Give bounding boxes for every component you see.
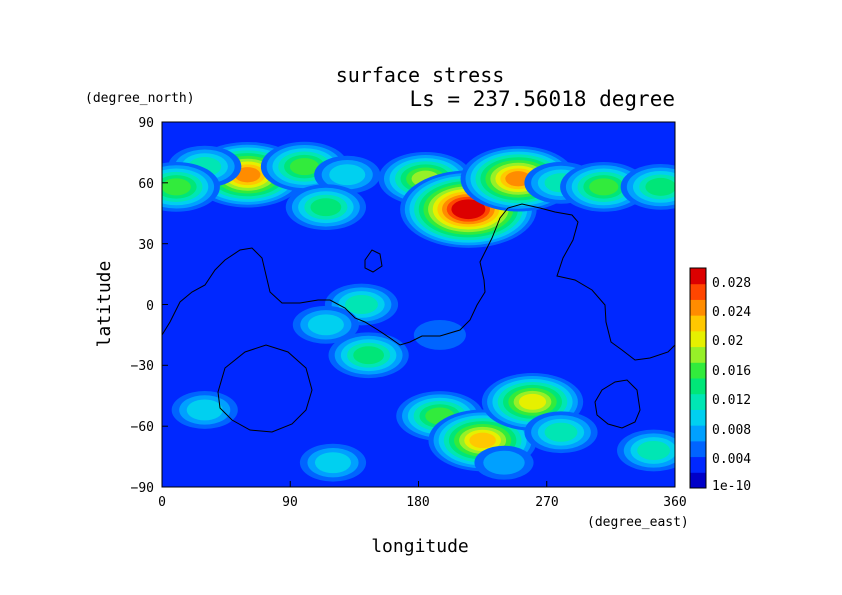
y-unit-label: (degree_north) [85, 91, 195, 106]
heatmap-contour [307, 314, 344, 336]
y-axis: 90 60 30 0 −30 −60 −90 latitude [94, 116, 168, 496]
y-tick-label: −90 [131, 481, 154, 496]
y-tick-label: 30 [138, 238, 154, 253]
colorbar-label: 0.028 [712, 276, 751, 291]
colorbar-label: 0.012 [712, 393, 751, 408]
chart-title: surface stress [336, 63, 505, 87]
x-tick-label: 90 [282, 495, 298, 510]
southern-landmass-east [594, 379, 641, 429]
colorbar [690, 268, 706, 489]
heatmap-contour [544, 422, 578, 442]
x-unit-label: (degree_east) [587, 515, 689, 530]
colorbar-label: 0.008 [712, 423, 751, 438]
x-tick-label: 270 [535, 495, 558, 510]
colorbar-cell [690, 330, 706, 348]
colorbar-cell [690, 393, 706, 410]
colorbar-cell [690, 299, 706, 316]
heatmap-contour [329, 164, 366, 186]
colorbar-cell [690, 315, 706, 332]
x-tick-label: 180 [406, 495, 429, 510]
southern-landmass-west [217, 344, 313, 433]
y-tick-label: 0 [146, 299, 154, 314]
heatmap-contour [518, 393, 547, 410]
x-tick-label: 360 [663, 495, 686, 510]
heatmap-contour [469, 432, 496, 449]
y-tick-label: 90 [138, 116, 154, 131]
chart-subtitle: Ls = 237.56018 degree [409, 87, 675, 111]
heatmap [162, 122, 675, 487]
colorbar-cell [690, 409, 706, 426]
colorbar-cell [690, 456, 706, 473]
colorbar-cell [690, 378, 706, 395]
heatmap-contour [589, 178, 619, 196]
heatmap-contour [637, 440, 671, 461]
colorbar-labels: 0.028 0.024 0.02 0.016 0.012 0.008 0.004… [712, 276, 751, 494]
heatmap-contour [483, 450, 525, 475]
heatmap-contour [186, 399, 223, 421]
heatmap-contour [413, 319, 466, 350]
heatmap-contour [645, 177, 675, 196]
colorbar-cell [690, 472, 706, 489]
colorbar-frame [689, 267, 707, 489]
x-axis: 0 90 180 270 360 (degree_east) longitude [158, 481, 689, 557]
colorbar-cell [690, 440, 706, 458]
heatmap-contour [456, 201, 481, 217]
colorbar-cell [690, 283, 706, 300]
heatmap-contour [162, 178, 191, 196]
colorbar-cell [690, 425, 706, 442]
colorbar-cell [690, 268, 706, 285]
coastlines [162, 203, 675, 433]
heatmap-contour [353, 346, 384, 365]
y-tick-label: −60 [131, 420, 154, 435]
heatmap-contour [234, 167, 261, 183]
y-tick-label: −30 [131, 359, 154, 374]
colorbar-label: 0.004 [712, 452, 751, 467]
y-axis-title: latitude [94, 261, 115, 348]
colorbar-cell [690, 346, 706, 363]
heatmap-contour [310, 198, 342, 217]
colorbar-label: 0.024 [712, 305, 751, 320]
colorbar-label: 1e-10 [712, 479, 751, 494]
island-outline [364, 249, 383, 273]
colorbar-label: 0.016 [712, 364, 751, 379]
continent-outline-west [162, 203, 675, 361]
colorbar-label: 0.02 [712, 334, 743, 349]
x-axis-title: longitude [371, 536, 469, 557]
heatmap-contour [289, 158, 320, 176]
heatmap-contour [314, 452, 352, 474]
colorbar-cell [690, 362, 706, 379]
x-tick-label: 0 [158, 495, 166, 510]
heatmap-contour [345, 294, 378, 315]
y-tick-label: 60 [138, 177, 154, 192]
